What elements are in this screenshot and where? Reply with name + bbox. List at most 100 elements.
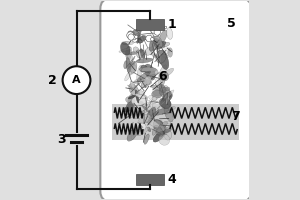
Ellipse shape: [162, 92, 172, 102]
Bar: [136, 174, 164, 185]
Ellipse shape: [137, 71, 151, 81]
Text: 3: 3: [57, 133, 66, 146]
Ellipse shape: [155, 120, 163, 124]
Text: 2: 2: [48, 74, 57, 87]
Ellipse shape: [167, 122, 171, 124]
Text: 1: 1: [168, 18, 177, 31]
Ellipse shape: [146, 102, 153, 111]
Ellipse shape: [124, 61, 128, 69]
Ellipse shape: [167, 28, 172, 39]
Circle shape: [131, 35, 136, 40]
Ellipse shape: [160, 98, 171, 108]
Ellipse shape: [126, 58, 130, 73]
Ellipse shape: [139, 123, 146, 131]
Ellipse shape: [151, 85, 160, 90]
Circle shape: [154, 29, 161, 35]
Ellipse shape: [162, 47, 170, 53]
Ellipse shape: [146, 107, 156, 123]
Bar: [112, 104, 239, 140]
Circle shape: [146, 35, 152, 42]
Circle shape: [63, 66, 90, 94]
Ellipse shape: [165, 106, 176, 110]
Ellipse shape: [134, 80, 138, 84]
Circle shape: [151, 29, 156, 33]
Circle shape: [127, 32, 134, 39]
Ellipse shape: [145, 47, 154, 55]
Ellipse shape: [128, 61, 137, 74]
Circle shape: [164, 26, 167, 29]
Ellipse shape: [151, 52, 157, 58]
Text: 4: 4: [168, 173, 177, 186]
Ellipse shape: [144, 117, 160, 128]
Ellipse shape: [142, 80, 152, 85]
Ellipse shape: [159, 30, 167, 43]
Ellipse shape: [144, 101, 158, 105]
Ellipse shape: [128, 112, 134, 118]
Ellipse shape: [166, 127, 171, 132]
Ellipse shape: [167, 109, 172, 113]
Ellipse shape: [130, 81, 135, 88]
Ellipse shape: [122, 42, 134, 45]
Ellipse shape: [153, 90, 165, 96]
Circle shape: [151, 38, 154, 41]
Ellipse shape: [156, 78, 161, 87]
Ellipse shape: [159, 71, 169, 81]
Ellipse shape: [141, 76, 151, 88]
Ellipse shape: [159, 98, 171, 109]
Ellipse shape: [140, 131, 143, 134]
Ellipse shape: [129, 50, 144, 55]
Ellipse shape: [142, 79, 147, 87]
Ellipse shape: [124, 104, 133, 116]
Ellipse shape: [126, 46, 132, 60]
Circle shape: [153, 30, 159, 37]
Ellipse shape: [140, 49, 145, 58]
Ellipse shape: [149, 106, 159, 116]
Ellipse shape: [148, 118, 152, 124]
Ellipse shape: [139, 114, 151, 123]
Ellipse shape: [159, 134, 170, 145]
Ellipse shape: [153, 131, 165, 142]
Ellipse shape: [164, 86, 169, 91]
Ellipse shape: [148, 95, 162, 102]
Circle shape: [128, 34, 134, 40]
Ellipse shape: [131, 107, 140, 118]
Text: A: A: [72, 75, 81, 85]
FancyBboxPatch shape: [100, 0, 251, 200]
Ellipse shape: [154, 125, 164, 136]
Ellipse shape: [157, 44, 160, 53]
Ellipse shape: [166, 87, 170, 91]
Ellipse shape: [152, 90, 162, 98]
Ellipse shape: [128, 95, 135, 99]
Ellipse shape: [164, 90, 174, 99]
Ellipse shape: [120, 42, 130, 55]
Ellipse shape: [160, 121, 167, 129]
Ellipse shape: [149, 42, 166, 50]
Ellipse shape: [137, 65, 142, 82]
Ellipse shape: [128, 31, 135, 35]
Ellipse shape: [159, 87, 171, 98]
Ellipse shape: [164, 105, 169, 114]
Ellipse shape: [164, 106, 173, 122]
Ellipse shape: [133, 47, 139, 53]
Ellipse shape: [158, 75, 165, 89]
Ellipse shape: [163, 68, 174, 77]
Ellipse shape: [149, 101, 160, 110]
Ellipse shape: [139, 35, 146, 43]
Ellipse shape: [141, 65, 147, 71]
Ellipse shape: [142, 106, 150, 113]
Ellipse shape: [133, 29, 141, 36]
Ellipse shape: [145, 64, 155, 80]
Ellipse shape: [157, 41, 166, 47]
Ellipse shape: [154, 35, 163, 47]
Ellipse shape: [126, 97, 131, 102]
Ellipse shape: [124, 107, 128, 112]
Ellipse shape: [144, 134, 149, 144]
Ellipse shape: [167, 91, 171, 98]
Ellipse shape: [135, 90, 139, 103]
Text: 5: 5: [227, 17, 236, 30]
Ellipse shape: [136, 91, 145, 96]
Circle shape: [151, 29, 155, 33]
Ellipse shape: [138, 101, 144, 106]
Ellipse shape: [159, 84, 166, 93]
Ellipse shape: [168, 48, 172, 57]
